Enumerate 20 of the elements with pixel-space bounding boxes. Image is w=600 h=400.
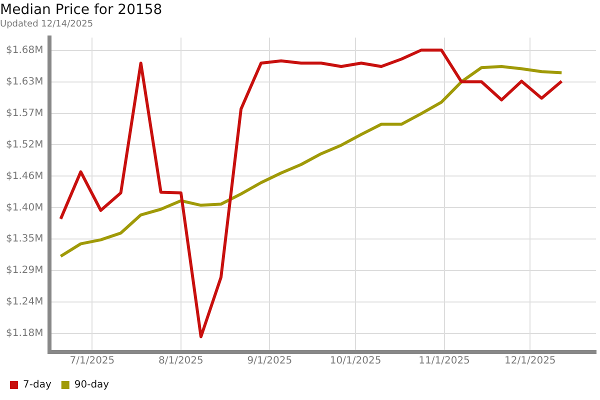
y-tick-label: $1.68M [6, 44, 44, 56]
y-tick-label: $1.18M [6, 328, 44, 340]
y-tick-label: $1.35M [6, 234, 44, 245]
legend-label: 7-day [23, 380, 52, 391]
y-tick-label: $1.40M [6, 202, 44, 214]
chart-title: Median Price for 20158 [0, 2, 162, 18]
x-tick-label: 9/1/2025 [247, 356, 292, 367]
x-tick-label: 10/1/2025 [330, 356, 382, 367]
chart-subtitle: Updated 12/14/2025 [0, 20, 94, 30]
x-tick-label: 7/1/2025 [70, 356, 115, 367]
y-tick-label: $1.46M [6, 170, 44, 182]
y-tick-label: $1.57M [6, 108, 44, 119]
x-tick-label: 8/1/2025 [158, 356, 204, 367]
y-tick-label: $1.63M [6, 76, 44, 88]
x-tick-label: 11/1/2025 [418, 356, 470, 367]
legend-label: 90-day [74, 380, 110, 391]
y-tick-label: $1.29M [6, 265, 44, 276]
y-tick-label: $1.52M [6, 139, 44, 150]
x-tick-label: 12/1/2025 [504, 356, 556, 367]
y-tick-label: $1.24M [6, 296, 44, 308]
